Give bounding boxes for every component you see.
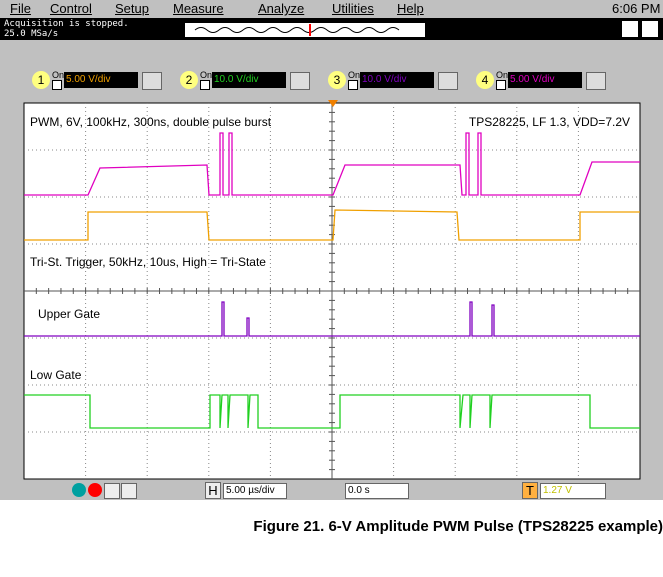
channel-number: 2: [180, 71, 198, 89]
channel-number: 3: [328, 71, 346, 89]
trigger-marker: [328, 100, 338, 107]
channel-3-trace: [24, 301, 640, 337]
status-bar: Acquisition is stopped. 25.0 MSa/s: [0, 18, 663, 40]
annotation: Tri-St. Trigger, 50kHz, 10us, High = Tri…: [30, 255, 266, 269]
color-button[interactable]: [72, 483, 86, 497]
channel-4-trace: [24, 132, 640, 196]
toolbar-button[interactable]: [104, 483, 120, 499]
menu-bar: File Control Setup Measure Analyze Utili…: [0, 0, 663, 18]
channel-scale[interactable]: 10.0 V/div: [212, 72, 286, 88]
channel-control: 2 On 10.0 V/div: [180, 70, 320, 92]
channel-checkbox[interactable]: [348, 80, 358, 90]
channel-control: 3 On 10.0 V/div: [328, 70, 468, 92]
graticule: PWM, 6V, 100kHz, 300ns, double pulse bur…: [23, 100, 641, 480]
annotation: Upper Gate: [38, 307, 100, 321]
channel-checkbox[interactable]: [52, 80, 62, 90]
toolbar-button[interactable]: [622, 21, 638, 37]
toolbar-button[interactable]: [642, 21, 658, 37]
delay-field[interactable]: 0.0 s: [345, 483, 409, 499]
channel-scale[interactable]: 10.0 V/div: [360, 72, 434, 88]
channel-control: 4 On 5.00 V/div: [476, 70, 616, 92]
scope-window: File Control Setup Measure Analyze Utili…: [0, 0, 663, 500]
channel-on-label: On: [200, 70, 213, 80]
menu-item[interactable]: File: [10, 1, 31, 16]
channel-2-trace: [24, 394, 640, 429]
channel-checkbox[interactable]: [200, 80, 210, 90]
timebase-field[interactable]: 5.00 µs/div: [223, 483, 287, 499]
color-button[interactable]: [88, 483, 102, 497]
clock: 6:06 PM: [612, 1, 661, 16]
acquisition-bar: [185, 23, 425, 37]
channel-scale[interactable]: 5.00 V/div: [64, 72, 138, 88]
h-label: H: [205, 482, 221, 499]
channel-on-label: On: [496, 70, 509, 80]
channel-button[interactable]: [290, 72, 310, 90]
channel-on-label: On: [348, 70, 361, 80]
status-text: 25.0 MSa/s: [4, 29, 59, 39]
channel-button[interactable]: [142, 72, 162, 90]
menu-item[interactable]: Measure: [173, 1, 224, 16]
bottom-toolbar: H 5.00 µs/div 0.0 s T 1.27 V: [0, 480, 663, 500]
menu-item[interactable]: Setup: [115, 1, 149, 16]
channel-number: 4: [476, 71, 494, 89]
toolbar-button[interactable]: [121, 483, 137, 499]
t-label: T: [522, 482, 538, 499]
channel-control: 1 On 5.00 V/div: [32, 70, 172, 92]
annotation: PWM, 6V, 100kHz, 300ns, double pulse bur…: [30, 115, 272, 129]
channel-on-label: On: [52, 70, 65, 80]
trigger-level-field[interactable]: 1.27 V: [540, 483, 606, 499]
menu-item[interactable]: Control: [50, 1, 92, 16]
annotation: TPS28225, LF 1.3, VDD=7.2V: [469, 115, 630, 129]
channel-1-trace: [24, 209, 640, 241]
channel-bar: 1 On 5.00 V/div 2 On 10.0 V/div 3 On 10.0 V/div 4…: [0, 40, 663, 100]
grid: [24, 103, 640, 479]
figure-caption: Figure 21. 6-V Amplitude PWM Pulse (TPS2…: [253, 518, 663, 535]
status-text: Acquisition is stopped.: [4, 19, 129, 29]
annotation: Low Gate: [30, 368, 82, 382]
menu-item[interactable]: Utilities: [332, 1, 374, 16]
channel-scale[interactable]: 5.00 V/div: [508, 72, 582, 88]
menu-item[interactable]: Help: [397, 1, 424, 16]
channel-number: 1: [32, 71, 50, 89]
channel-button[interactable]: [586, 72, 606, 90]
channel-button[interactable]: [438, 72, 458, 90]
channel-checkbox[interactable]: [496, 80, 506, 90]
menu-item[interactable]: Analyze: [258, 1, 305, 16]
